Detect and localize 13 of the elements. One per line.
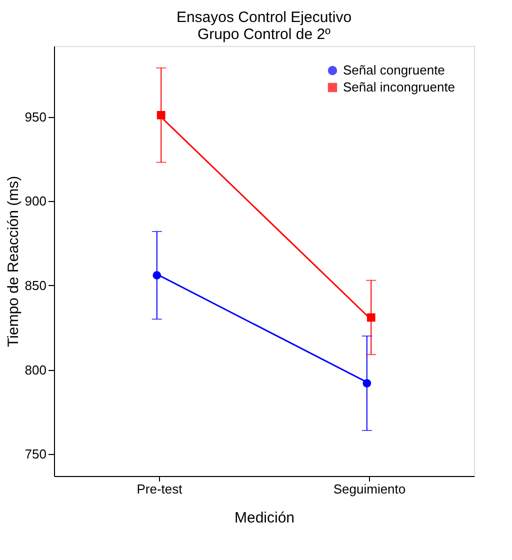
y-tick-label: 850	[24, 278, 46, 293]
legend-label: Señal congruente	[343, 62, 445, 78]
x-axis-title: Medición	[234, 510, 295, 526]
y-tick-label: 800	[24, 362, 46, 378]
x-tick-label: Seguimiento	[333, 482, 406, 496]
text: Grupo Control de 2º	[197, 26, 331, 43]
y-tick-label: 950	[24, 109, 46, 124]
x-tick-label: Pre-test	[136, 482, 183, 496]
legend-label: Señal incongruente	[343, 80, 456, 94]
y-tick-label: 750	[24, 446, 46, 462]
text: Ensayos Control Ejecutivo	[176, 9, 352, 26]
y-tick-label: 900	[24, 194, 46, 209]
y-axis-title: Tiempo de Reacción (ms)	[4, 176, 22, 348]
